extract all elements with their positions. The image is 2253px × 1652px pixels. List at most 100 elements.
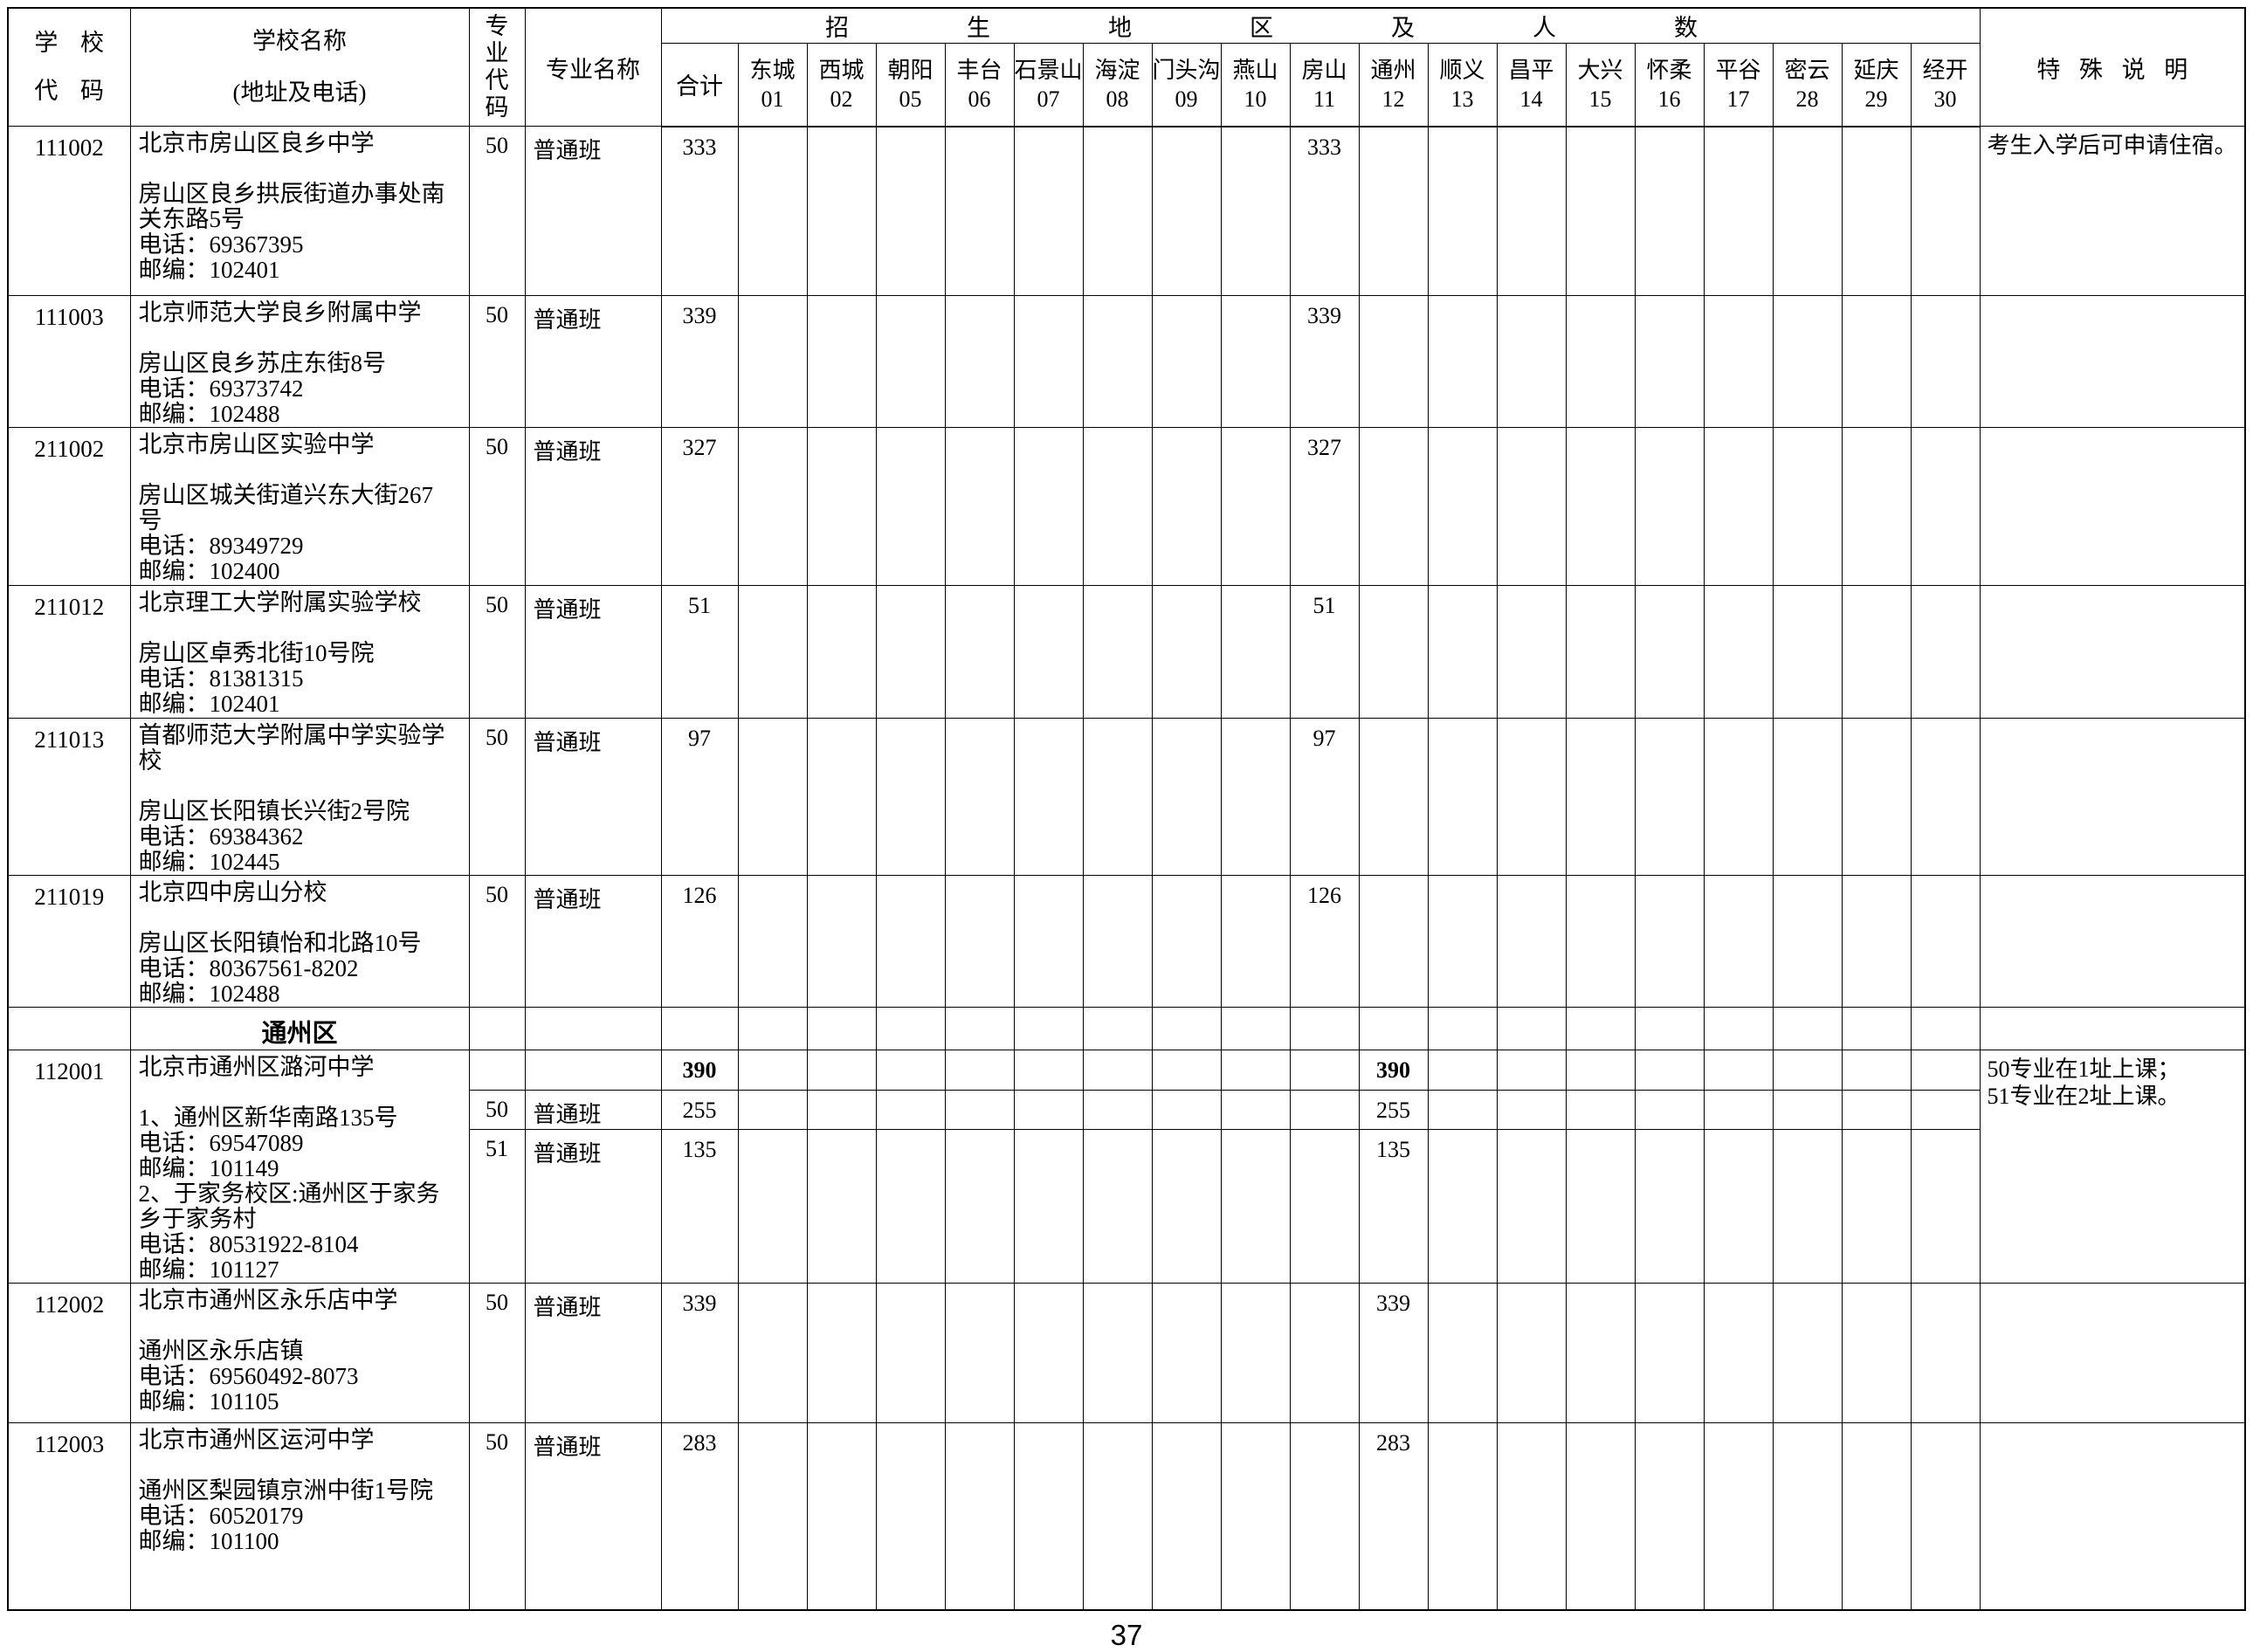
district-name: 昌平 xyxy=(1508,57,1554,83)
empty-cell xyxy=(1427,1089,1498,1131)
table-header-district-row: 合计 东城 01 西城 02 朝阳 05 丰台 06 石景山 07 海淀 08 门头沟 09 燕山 10 房山 1… xyxy=(8,43,2245,127)
empty-cell xyxy=(1013,1129,1084,1284)
empty-cell xyxy=(1289,1007,1360,1050)
district-header-08: 海淀 08 xyxy=(1082,43,1153,127)
address-line: 房山区长阳镇怡和北路10号 xyxy=(138,930,422,956)
header-school-code-line2: 代 码 xyxy=(34,78,113,104)
empty-cell xyxy=(1496,585,1567,719)
school-name: 北京市房山区良乡中学 xyxy=(138,130,375,156)
empty-cell xyxy=(1220,1129,1291,1284)
empty-cell xyxy=(1358,875,1429,1008)
district-name: 西城 xyxy=(818,57,865,83)
empty-cell xyxy=(806,1283,877,1423)
empty-cell xyxy=(1013,875,1084,1008)
document-page: 学 校 代 码 学校名称 (地址及电话) 专业代码 专业名称 招生地区及人数 特… xyxy=(0,7,2253,1652)
empty-cell xyxy=(1841,126,1912,296)
empty-cell xyxy=(1703,585,1774,719)
major-code-cell: 50 xyxy=(468,718,526,876)
total-cell: 135 xyxy=(660,1129,739,1284)
school-name-cell: 北京市通州区永乐店中学 通州区永乐店镇 电话：69560492-8073 邮编：101… xyxy=(129,1283,470,1423)
empty-cell xyxy=(1220,427,1291,586)
empty-cell xyxy=(1082,1050,1153,1091)
empty-cell xyxy=(737,1050,808,1091)
empty-cell xyxy=(1427,1007,1498,1050)
district-name: 丰台 xyxy=(956,57,1002,83)
empty-cell xyxy=(1910,1422,1981,1610)
empty-cell xyxy=(1013,1283,1084,1423)
school-name: 北京师范大学良乡附属中学 xyxy=(138,299,422,326)
empty-cell xyxy=(1220,1422,1291,1610)
empty-cell xyxy=(1703,126,1774,296)
district-name: 延庆 xyxy=(1853,57,1899,83)
empty-cell xyxy=(1703,1050,1774,1091)
empty-cell xyxy=(1841,1050,1912,1091)
empty-cell xyxy=(944,718,1015,876)
empty-cell xyxy=(1634,1422,1705,1610)
empty-cell xyxy=(737,427,808,586)
empty-cell xyxy=(1634,126,1705,296)
empty-cell xyxy=(1772,875,1843,1008)
district-code: 01 xyxy=(761,86,784,112)
empty-cell xyxy=(737,126,808,296)
school-name: 北京市通州区潞河中学 xyxy=(138,1054,375,1080)
empty-cell xyxy=(737,1129,808,1284)
district-header-30: 经开 30 xyxy=(1910,43,1981,127)
empty-cell xyxy=(1703,1007,1774,1050)
empty-cell xyxy=(1082,1283,1153,1423)
empty-cell xyxy=(1013,585,1084,719)
district-value-cell: 135 xyxy=(1358,1129,1429,1284)
district-name: 门头沟 xyxy=(1152,57,1221,83)
empty-cell xyxy=(1565,1050,1636,1091)
empty-cell xyxy=(1910,585,1981,719)
empty-cell xyxy=(1634,1007,1705,1050)
empty-cell xyxy=(1703,427,1774,586)
blank-line xyxy=(139,1080,455,1105)
major-name-cell: 普通班 xyxy=(524,585,662,719)
header-major-code-label: 专业代码 xyxy=(485,13,509,120)
special-note-cell xyxy=(1979,1422,2246,1610)
district-code: 12 xyxy=(1381,86,1405,112)
empty-cell xyxy=(1634,1089,1705,1131)
district-header-06: 丰台 06 xyxy=(944,43,1015,127)
school-name-cell: 北京师范大学良乡附属中学 房山区良乡苏庄东街8号 电话：69373742 邮编：102… xyxy=(129,295,470,428)
school-row: 111002 北京市房山区良乡中学 房山区良乡拱辰街道办事处南关东路5号 电话：693… xyxy=(7,126,2246,296)
school-row: 211013 首都师范大学附属中学实验学校 房山区长阳镇长兴街2号院 电话：69384… xyxy=(7,718,2246,876)
empty-cell xyxy=(1703,1089,1774,1131)
district-name: 大兴 xyxy=(1577,57,1623,83)
address-line: 房山区良乡拱辰街道办事处南关东路5号 xyxy=(138,181,445,232)
district-name: 通州 xyxy=(1370,57,1416,83)
total-cell: 126 xyxy=(660,875,739,1008)
empty-cell xyxy=(1151,126,1222,296)
empty-cell xyxy=(1565,1283,1636,1423)
district-code: 30 xyxy=(1933,86,1957,112)
empty-cell xyxy=(1910,427,1981,586)
empty-cell xyxy=(1151,875,1222,1008)
district-header-17: 平谷 17 xyxy=(1703,43,1774,127)
header-school-code-line1: 学 校 xyxy=(34,30,113,56)
major-name-cell: 普通班 xyxy=(524,1129,662,1284)
address-line: 电话：69560492-8073 xyxy=(138,1363,359,1389)
empty-cell xyxy=(944,427,1015,586)
empty-cell xyxy=(1082,718,1153,876)
school-name: 北京市房山区实验中学 xyxy=(138,431,375,458)
school-row: 111003 北京师范大学良乡附属中学 房山区良乡苏庄东街8号 电话：69373742… xyxy=(7,295,2246,428)
empty-cell xyxy=(875,1089,946,1131)
empty-cell xyxy=(944,875,1015,1008)
major-code-cell: 50 xyxy=(468,126,526,296)
district-value-cell: 51 xyxy=(1289,585,1360,719)
district-header-14: 昌平 14 xyxy=(1496,43,1567,127)
total-cell: 327 xyxy=(660,427,739,586)
empty-cell xyxy=(1841,295,1912,428)
empty-cell xyxy=(1772,1422,1843,1610)
major-code-cell: 50 xyxy=(468,1283,526,1423)
empty-cell xyxy=(1703,1129,1774,1284)
empty-cell xyxy=(1013,718,1084,876)
district-header-12: 通州 12 xyxy=(1358,43,1429,127)
empty-cell xyxy=(1151,1007,1222,1050)
empty-cell xyxy=(1703,718,1774,876)
total-cell: 283 xyxy=(660,1422,739,1610)
empty-cell xyxy=(524,1007,662,1050)
empty-cell xyxy=(1496,126,1567,296)
district-header-07: 石景山 07 xyxy=(1013,43,1084,127)
empty-cell xyxy=(875,1050,946,1091)
